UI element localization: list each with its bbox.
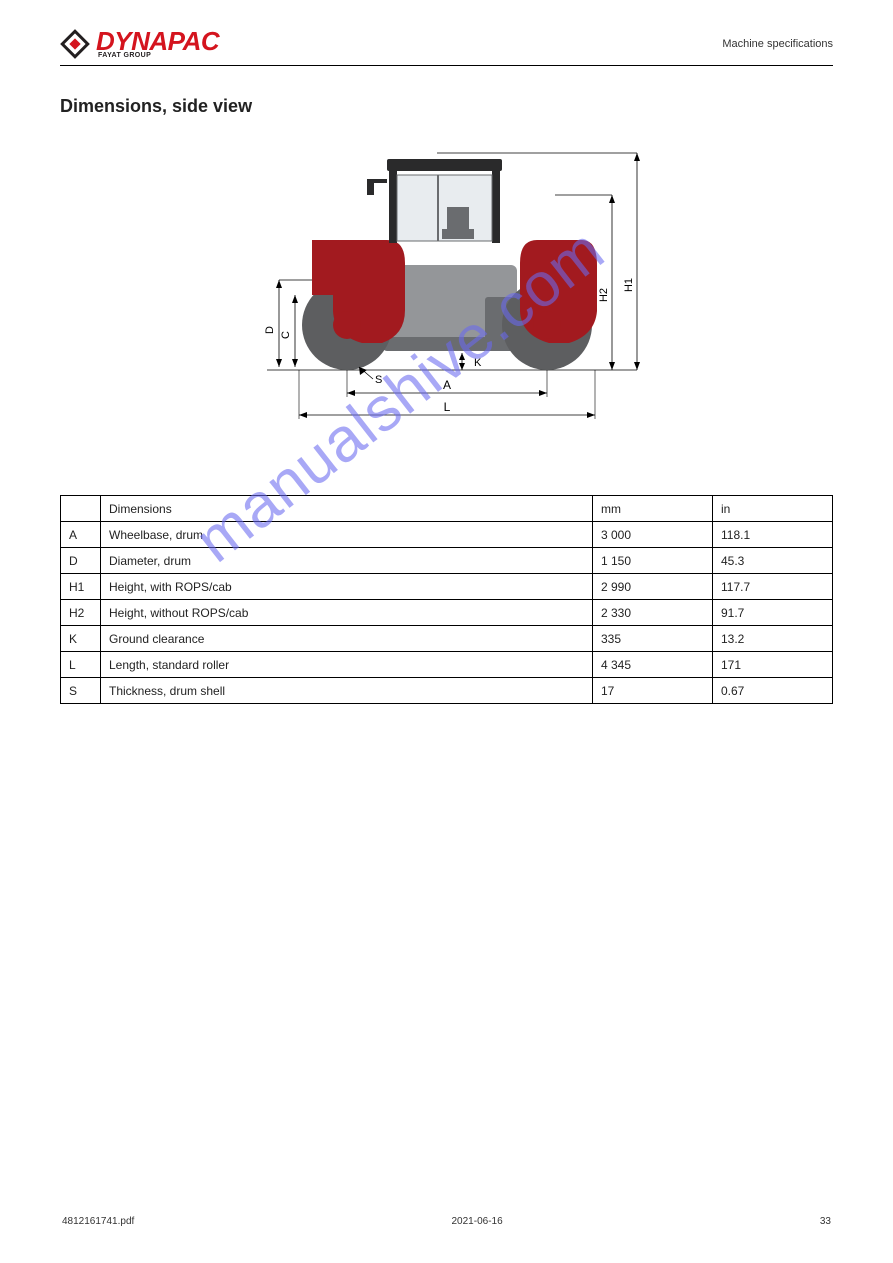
- th-in: in: [713, 496, 833, 522]
- table-cell-code: L: [61, 652, 101, 678]
- table-cell-mm: 335: [593, 626, 713, 652]
- table-cell-mm: 4 345: [593, 652, 713, 678]
- table-cell-label: Diameter, drum: [101, 548, 593, 574]
- dim-label-h1: H1: [623, 278, 635, 292]
- brand-sub: FAYAT GROUP: [98, 52, 219, 59]
- side-view-diagram: H1 H2 D C: [237, 135, 657, 435]
- dim-label-h2: H2: [598, 288, 610, 302]
- table-row: H1Height, with ROPS/cab2 990117.7: [61, 574, 833, 600]
- table-row: LLength, standard roller4 345171: [61, 652, 833, 678]
- page-header: DYNAPAC FAYAT GROUP Machine specificatio…: [60, 28, 833, 59]
- table-row: SThickness, drum shell170.67: [61, 678, 833, 704]
- table-cell-code: D: [61, 548, 101, 574]
- table-cell-label: Ground clearance: [101, 626, 593, 652]
- table-cell-label: Thickness, drum shell: [101, 678, 593, 704]
- table-cell-in: 91.7: [713, 600, 833, 626]
- header-divider: [60, 65, 833, 66]
- th-dimensions: Dimensions: [101, 496, 593, 522]
- th-code: [61, 496, 101, 522]
- page-title: Dimensions, side view: [60, 96, 833, 117]
- table-cell-mm: 3 000: [593, 522, 713, 548]
- table-cell-in: 13.2: [713, 626, 833, 652]
- dimensions-table: Dimensions mm in AWheelbase, drum3 00011…: [60, 495, 833, 704]
- table-header-row: Dimensions mm in: [61, 496, 833, 522]
- table-cell-label: Height, with ROPS/cab: [101, 574, 593, 600]
- table-cell-mm: 17: [593, 678, 713, 704]
- table-cell-in: 0.67: [713, 678, 833, 704]
- table-row: KGround clearance33513.2: [61, 626, 833, 652]
- dim-label-d: D: [264, 326, 276, 334]
- table-cell-label: Wheelbase, drum: [101, 522, 593, 548]
- dim-label-s: S: [375, 374, 382, 386]
- footer-date: 2021-06-16: [452, 1216, 503, 1227]
- table-row: DDiameter, drum1 15045.3: [61, 548, 833, 574]
- brand-name: DYNAPAC: [96, 28, 219, 54]
- table-cell-in: 117.7: [713, 574, 833, 600]
- table-cell-in: 118.1: [713, 522, 833, 548]
- header-section-label: Machine specifications: [722, 38, 833, 50]
- table-cell-code: H2: [61, 600, 101, 626]
- table-cell-mm: 2 990: [593, 574, 713, 600]
- table-cell-mm: 1 150: [593, 548, 713, 574]
- table-row: AWheelbase, drum3 000118.1: [61, 522, 833, 548]
- footer-file: 4812161741.pdf: [62, 1216, 134, 1227]
- table-cell-code: H1: [61, 574, 101, 600]
- brand-logo: DYNAPAC FAYAT GROUP: [60, 28, 219, 59]
- table-cell-label: Length, standard roller: [101, 652, 593, 678]
- table-cell-in: 171: [713, 652, 833, 678]
- dim-label-k: K: [474, 357, 482, 369]
- dim-label-l: L: [443, 400, 450, 414]
- page-footer: 4812161741.pdf 2021-06-16 33: [62, 1216, 831, 1227]
- table-cell-code: K: [61, 626, 101, 652]
- table-cell-in: 45.3: [713, 548, 833, 574]
- footer-page: 33: [820, 1216, 831, 1227]
- table-cell-mm: 2 330: [593, 600, 713, 626]
- th-mm: mm: [593, 496, 713, 522]
- dim-label-c: C: [280, 331, 292, 339]
- table-cell-code: S: [61, 678, 101, 704]
- dim-label-a: A: [442, 378, 450, 392]
- table-cell-code: A: [61, 522, 101, 548]
- logo-icon: [60, 29, 90, 59]
- table-row: H2Height, without ROPS/cab2 33091.7: [61, 600, 833, 626]
- table-cell-label: Height, without ROPS/cab: [101, 600, 593, 626]
